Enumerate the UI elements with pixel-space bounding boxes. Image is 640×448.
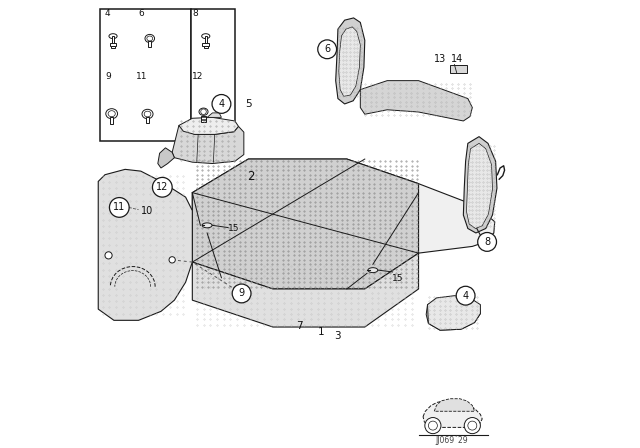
Polygon shape — [426, 298, 481, 330]
Text: 10: 10 — [141, 206, 153, 215]
Text: 15: 15 — [392, 274, 403, 283]
Circle shape — [169, 257, 175, 263]
Text: 6: 6 — [139, 9, 144, 17]
Text: 7: 7 — [296, 321, 303, 331]
Polygon shape — [463, 137, 497, 233]
Circle shape — [456, 286, 475, 305]
Ellipse shape — [142, 109, 153, 119]
Text: 8: 8 — [192, 9, 198, 17]
Text: 15: 15 — [228, 224, 240, 233]
Ellipse shape — [108, 111, 115, 117]
Polygon shape — [467, 143, 493, 228]
Circle shape — [105, 252, 112, 259]
Text: JJ069´29: JJ069´29 — [436, 435, 468, 445]
Circle shape — [201, 109, 206, 115]
Bar — [110, 116, 113, 124]
Polygon shape — [172, 125, 244, 164]
Polygon shape — [207, 113, 221, 117]
Bar — [112, 36, 114, 44]
Bar — [111, 46, 115, 48]
Text: 14: 14 — [451, 54, 463, 64]
Bar — [202, 43, 209, 46]
Polygon shape — [428, 296, 481, 330]
Polygon shape — [336, 18, 365, 104]
Ellipse shape — [145, 34, 154, 43]
Text: 11: 11 — [113, 202, 125, 212]
Bar — [201, 116, 206, 122]
Text: 4: 4 — [105, 9, 111, 17]
Circle shape — [212, 95, 231, 113]
Bar — [205, 36, 207, 44]
Text: 1: 1 — [317, 327, 324, 337]
Circle shape — [232, 284, 251, 303]
Polygon shape — [192, 159, 419, 289]
Ellipse shape — [109, 34, 117, 39]
Text: 4: 4 — [463, 291, 468, 301]
Text: 5: 5 — [245, 99, 252, 109]
Bar — [148, 41, 151, 47]
Polygon shape — [339, 27, 360, 96]
Text: 8: 8 — [484, 237, 490, 247]
Circle shape — [468, 421, 477, 430]
Bar — [100, 9, 191, 141]
Circle shape — [477, 233, 497, 251]
Circle shape — [152, 177, 172, 197]
Polygon shape — [192, 159, 495, 289]
Text: 13: 13 — [435, 54, 447, 64]
Text: 4: 4 — [218, 99, 225, 109]
Text: 11: 11 — [136, 72, 148, 81]
Ellipse shape — [199, 108, 208, 115]
Ellipse shape — [368, 268, 378, 272]
Text: 12: 12 — [192, 72, 204, 81]
Text: 12: 12 — [156, 182, 168, 192]
Text: 9: 9 — [239, 289, 244, 298]
Circle shape — [464, 418, 481, 434]
Circle shape — [428, 421, 437, 430]
Ellipse shape — [202, 223, 212, 228]
Circle shape — [317, 40, 337, 59]
Bar — [110, 43, 116, 46]
Bar — [450, 65, 467, 73]
Bar — [204, 46, 208, 48]
Bar — [191, 9, 235, 141]
Polygon shape — [179, 117, 239, 134]
Polygon shape — [435, 399, 475, 411]
Ellipse shape — [147, 36, 153, 41]
Circle shape — [425, 418, 441, 434]
Text: 6: 6 — [324, 44, 330, 54]
Polygon shape — [360, 81, 472, 121]
Text: 9: 9 — [105, 72, 111, 81]
Ellipse shape — [106, 109, 118, 119]
Bar — [146, 116, 149, 123]
Circle shape — [109, 198, 129, 217]
Polygon shape — [158, 148, 174, 168]
Polygon shape — [192, 253, 419, 327]
Polygon shape — [99, 169, 192, 320]
Ellipse shape — [144, 111, 151, 117]
Text: 3: 3 — [335, 331, 341, 341]
Polygon shape — [423, 401, 482, 427]
Text: 2: 2 — [247, 170, 254, 184]
Ellipse shape — [202, 34, 210, 39]
